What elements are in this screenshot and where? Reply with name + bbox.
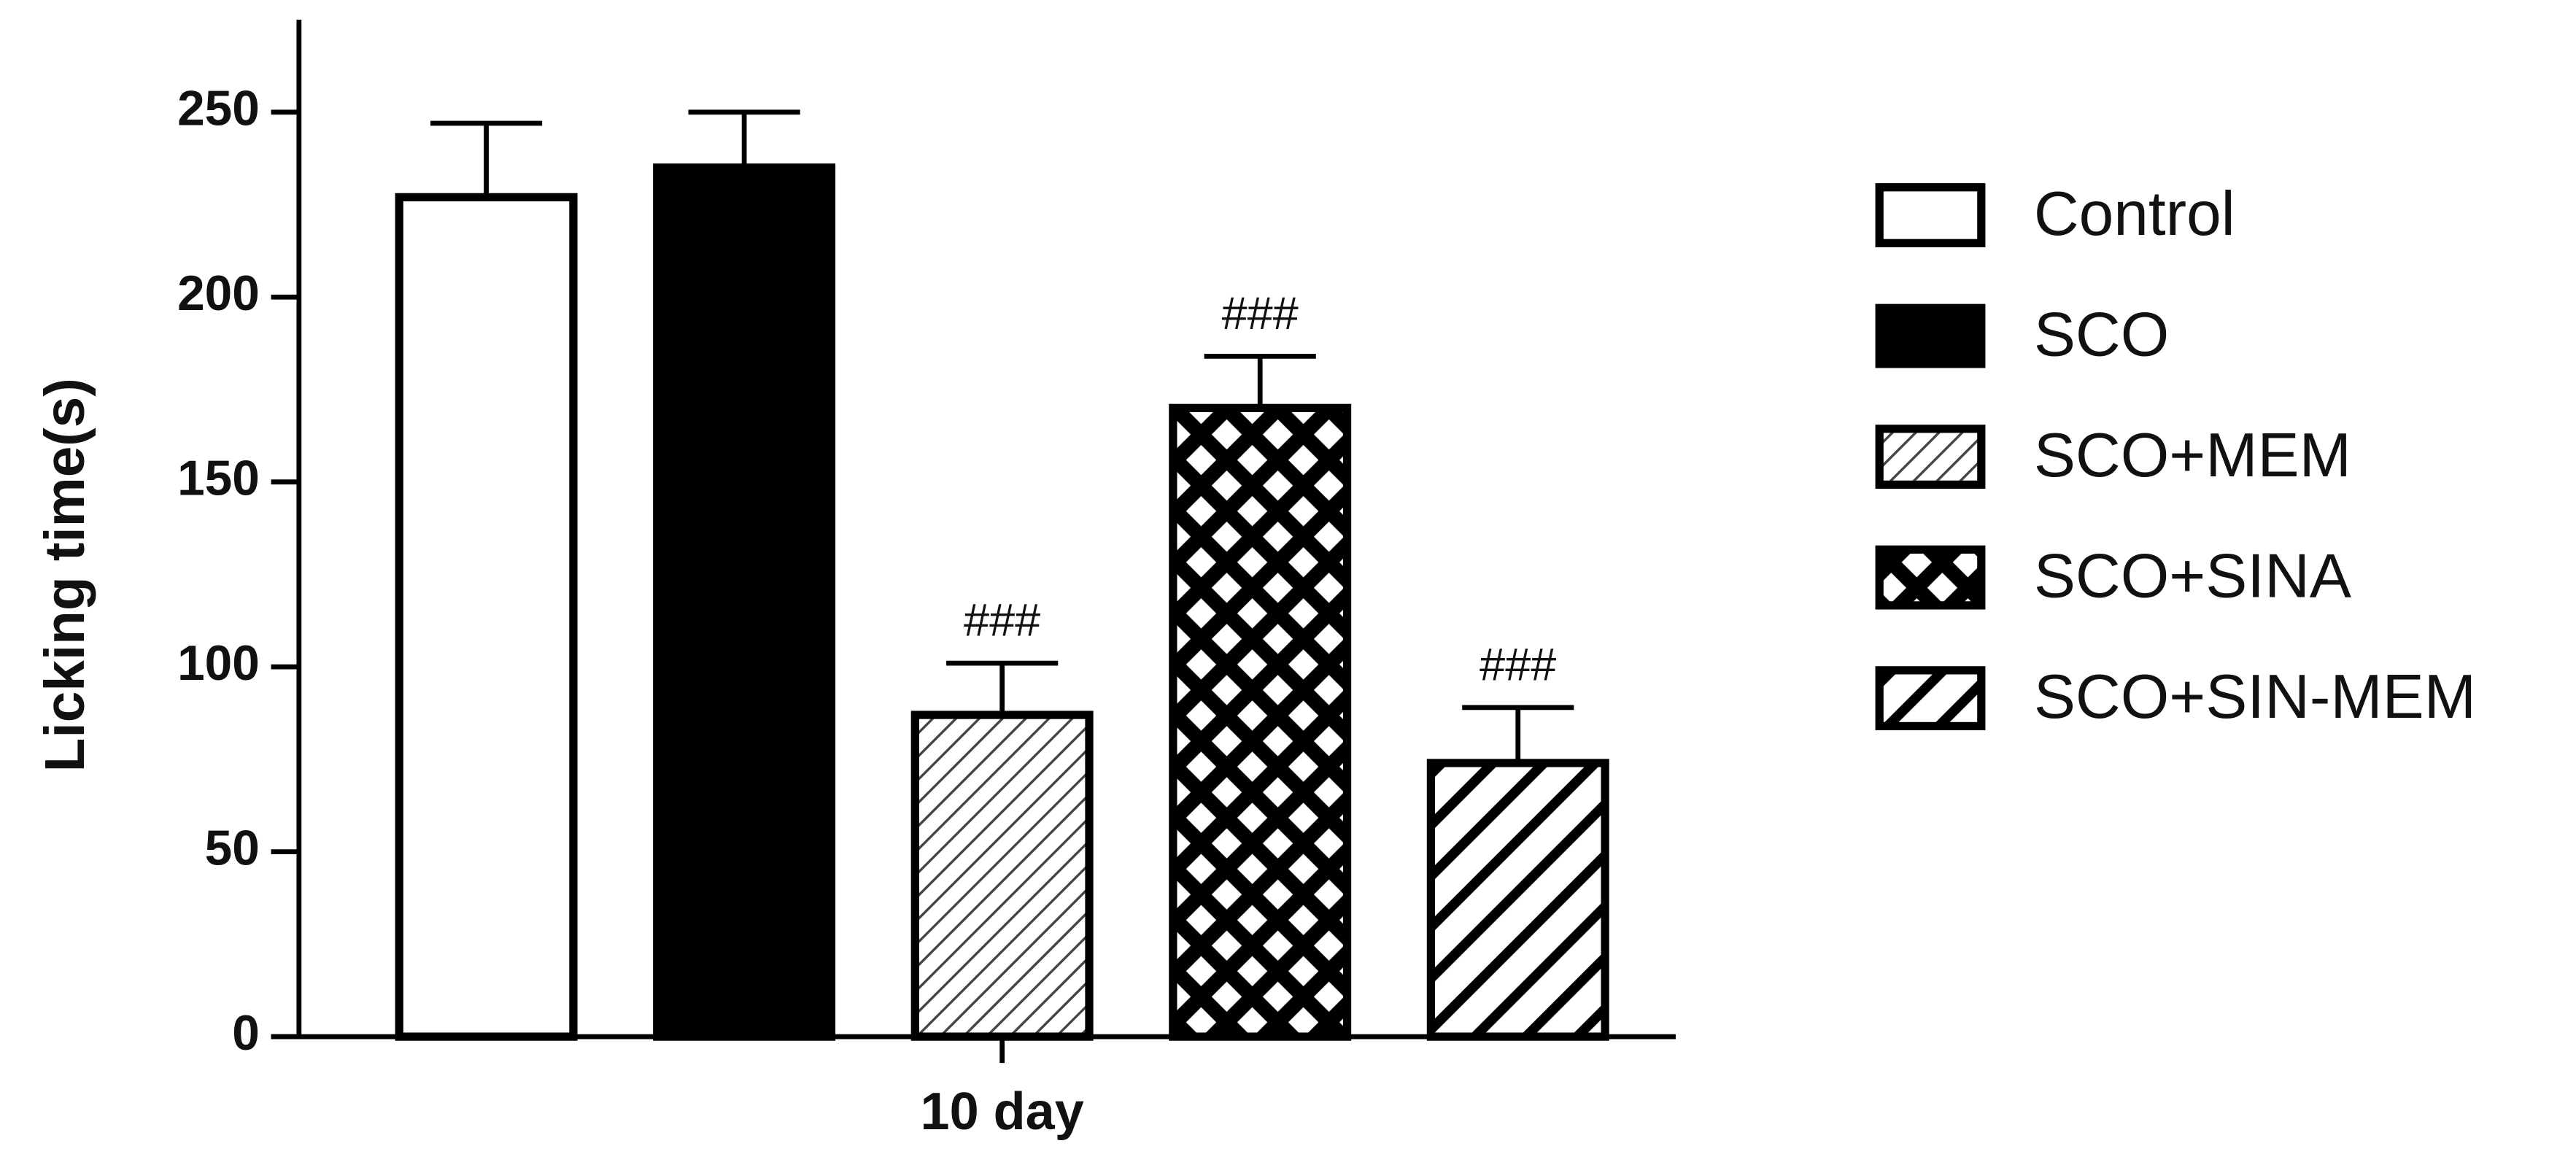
legend-label: SCO+SINA — [2034, 542, 2351, 611]
legend-label: SCO+SIN-MEM — [2034, 662, 2476, 732]
legend-swatch — [1875, 666, 1986, 731]
y-tick-label: 0 — [232, 1006, 260, 1061]
bar — [653, 163, 836, 1041]
annotation: ### — [1480, 640, 1556, 691]
legend-swatch — [1875, 303, 1986, 368]
bar — [1169, 403, 1352, 1041]
y-tick-label: 200 — [177, 266, 260, 321]
y-axis-label: Licking time(s) — [34, 378, 96, 772]
bar — [395, 193, 578, 1041]
x-tick-label: 10 day — [921, 1083, 1084, 1141]
y-tick-label: 250 — [177, 82, 260, 136]
legend-label: Control — [2034, 179, 2235, 249]
bar — [910, 711, 1094, 1041]
legend-label: SCO+MEM — [2034, 421, 2351, 490]
bar — [1426, 759, 1609, 1041]
legend-swatch — [1875, 183, 1986, 247]
legend-swatch — [1875, 545, 1986, 610]
legend-label: SCO — [2034, 301, 2169, 370]
annotation: ### — [964, 595, 1040, 646]
y-tick-label: 150 — [177, 452, 260, 506]
legend-swatch — [1875, 425, 1986, 489]
annotation: ### — [1222, 288, 1299, 339]
y-tick-label: 50 — [205, 821, 260, 875]
y-tick-label: 100 — [177, 636, 260, 691]
